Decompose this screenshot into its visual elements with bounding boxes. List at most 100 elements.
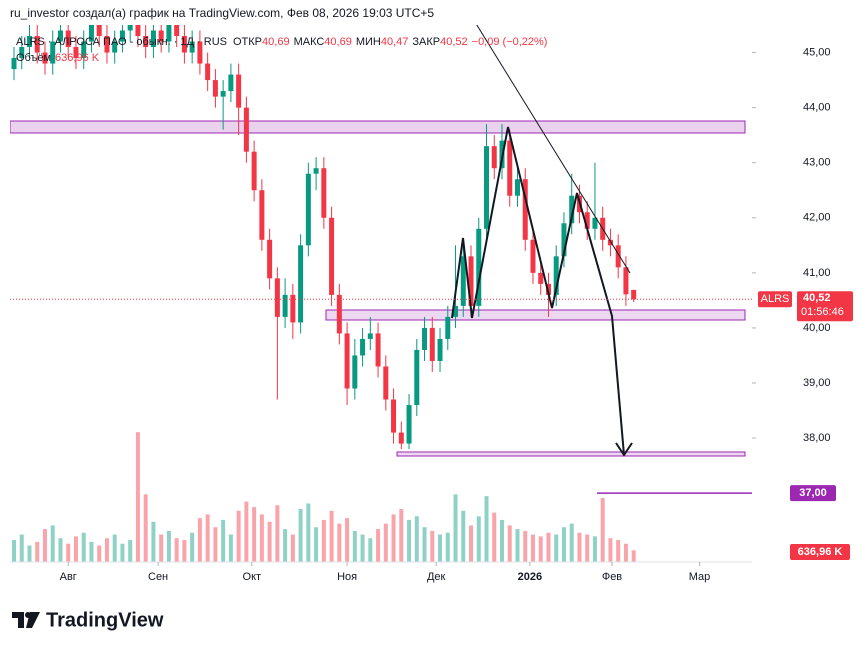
- hline-label: 37,00: [799, 487, 827, 499]
- volume-bar: [166, 530, 171, 562]
- volume-bar: [407, 519, 412, 562]
- volume-bar: [252, 507, 257, 562]
- candle-body: [631, 289, 637, 300]
- volume-bar: [360, 534, 365, 562]
- volume-bar: [600, 497, 605, 562]
- volume-bar: [190, 532, 195, 562]
- volume-bar: [104, 538, 109, 562]
- volume-bar: [19, 534, 24, 562]
- x-tick-label: Дек: [427, 571, 446, 583]
- volume-bar: [445, 532, 450, 562]
- candle-body: [391, 399, 397, 433]
- volume-bar: [221, 519, 226, 562]
- volume-bar: [244, 501, 249, 562]
- volume-bar: [283, 529, 288, 562]
- candle-body: [367, 333, 373, 339]
- volume-bar: [306, 503, 311, 562]
- candle-body: [11, 58, 17, 70]
- volume-bar: [469, 525, 474, 562]
- volume-bar: [329, 510, 334, 562]
- y-tick-label: 38,00: [803, 432, 831, 444]
- volume-bar: [538, 536, 543, 562]
- candle-body: [352, 355, 358, 389]
- candle-body: [336, 294, 342, 334]
- volume-bar: [236, 510, 241, 562]
- volume-bar: [352, 530, 357, 562]
- candle-body: [259, 190, 265, 240]
- volume-bar: [267, 521, 272, 562]
- candle-body: [484, 146, 490, 229]
- volume-bar: [345, 518, 350, 562]
- drawings: [451, 25, 633, 457]
- candle-body: [19, 47, 25, 59]
- legend-line: ALRS · АЛРОСА ПАО - обыкн. · 1Д · RUS ОТК…: [16, 36, 547, 48]
- candle-body: [174, 25, 180, 37]
- candle-body: [414, 349, 420, 406]
- candle-body: [81, 41, 87, 59]
- volume-bar: [314, 527, 319, 562]
- candle-body: [522, 179, 528, 240]
- y-tick-label: 43,00: [803, 157, 831, 169]
- y-tick-label: 45,00: [803, 46, 831, 58]
- candle-body: [65, 30, 71, 48]
- candle-body: [460, 256, 466, 306]
- x-tick-label: 2026: [518, 571, 542, 583]
- candle-body: [584, 212, 590, 229]
- volume-bar: [376, 529, 381, 562]
- candle-body: [127, 25, 133, 31]
- volume-bar: [337, 523, 342, 562]
- volume-bar: [546, 532, 551, 562]
- volume-bar: [399, 508, 404, 562]
- volume-bar: [128, 540, 133, 562]
- volume-bar: [73, 536, 78, 562]
- volume-bar: [259, 514, 264, 562]
- arrow-head: [615, 442, 633, 457]
- x-tick-label: Мар: [689, 571, 711, 583]
- volume-bar: [561, 527, 566, 562]
- candle-body: [321, 168, 327, 218]
- volume-bar: [515, 529, 520, 562]
- volume-bar: [461, 510, 466, 562]
- ticker-badge: [758, 291, 792, 308]
- volume-bar: [97, 545, 102, 562]
- candle-body: [453, 305, 459, 317]
- y-tick-label: 41,00: [803, 267, 831, 279]
- candle-body: [42, 52, 48, 64]
- candle-body: [197, 41, 203, 64]
- pattern-line: [451, 126, 625, 456]
- zones: [10, 120, 746, 457]
- candle-body: [166, 25, 172, 42]
- candle-body: [57, 30, 63, 42]
- candle-body: [290, 294, 296, 323]
- volume-bar: [321, 519, 326, 562]
- candle-body: [243, 107, 249, 152]
- volume-bar: [414, 516, 419, 562]
- candle-body: [398, 432, 404, 444]
- candle-body: [88, 25, 94, 42]
- volume-bar: [484, 496, 489, 562]
- y-tick-label: 40,00: [803, 322, 831, 334]
- volume-bar: [631, 550, 636, 562]
- candle-body: [305, 173, 311, 246]
- candle-body: [251, 151, 257, 191]
- candle-body: [491, 146, 497, 169]
- volume-bar: [151, 521, 156, 562]
- candle-body: [445, 316, 451, 339]
- volume-bar: [197, 518, 202, 562]
- candle-body: [615, 245, 621, 268]
- volume-bar: [81, 532, 86, 562]
- candle-body: [538, 272, 544, 284]
- legend-value: 40,69: [262, 36, 290, 48]
- candle-body: [530, 239, 536, 273]
- volume-layer: [12, 432, 636, 562]
- candle-body: [143, 36, 149, 48]
- volume-bar: [523, 530, 528, 562]
- legend-key: ЗАКР: [412, 36, 440, 48]
- candle-body: [34, 36, 40, 53]
- candle-body: [429, 327, 435, 361]
- volume-bar: [507, 525, 512, 562]
- volume-bar: [135, 432, 140, 562]
- x-tick-label: Ноя: [337, 571, 357, 583]
- candle-body: [375, 333, 381, 367]
